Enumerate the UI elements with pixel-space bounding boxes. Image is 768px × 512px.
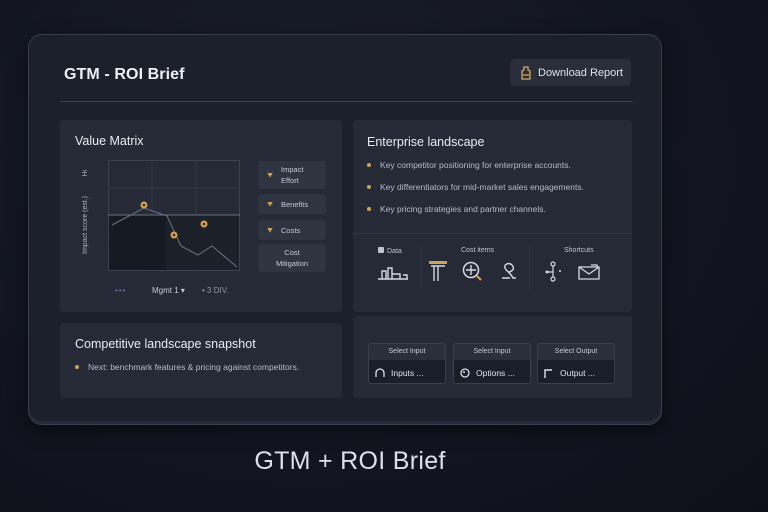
legend-impact-effort[interactable]: Impact Effort (258, 161, 326, 189)
select-input-dropdown[interactable]: Select Input Inputs ... (368, 343, 446, 384)
corner-icon (544, 368, 552, 378)
y-axis-top-label: Hi (82, 170, 89, 177)
tools-divider (353, 233, 632, 234)
legend-costs[interactable]: Costs (258, 220, 326, 240)
download-report-label: Download Report (538, 66, 623, 79)
dropdown-header: Select Input (369, 344, 445, 360)
column-icon[interactable] (428, 260, 448, 282)
snapshot-title: Competitive landscape snapshot (75, 337, 256, 351)
snapshot-bullet: Next: benchmark features & pricing again… (75, 362, 299, 372)
share-icon[interactable] (543, 260, 565, 282)
chevron-down-icon (267, 201, 273, 207)
chevron-down-icon (267, 227, 273, 233)
download-icon (521, 65, 531, 80)
snapshot-panel: Competitive landscape snapshot Next: ben… (60, 323, 342, 398)
headset-icon (375, 367, 385, 377)
landscape-panel: Enterprise landscape Key competitor posi… (353, 120, 632, 312)
select-output-dropdown[interactable]: Select Output Output ... (537, 343, 615, 384)
legend-cost-mitigation[interactable]: Cost Mitigation (258, 244, 326, 272)
value-matrix-chart (108, 160, 240, 271)
selectors-panel: Select Input Inputs ... Select Input Opt… (353, 316, 632, 398)
report-window: GTM - ROI Brief Download Report Value Ma… (28, 34, 662, 425)
tool-group-cost-items: Cost items (461, 247, 495, 254)
chart-icon[interactable] (377, 263, 409, 281)
circle-icon (460, 367, 470, 378)
landscape-title: Enterprise landscape (367, 135, 485, 149)
landscape-bullet: Key differentiators for mid-market sales… (367, 182, 584, 192)
caption: GTM + ROI Brief (254, 447, 446, 475)
download-report-button[interactable]: Download Report (510, 59, 631, 86)
y-axis-label: Impact score (est.) (82, 196, 89, 254)
tool-group-shortcuts: Shortcuts (564, 247, 594, 254)
select-options-dropdown[interactable]: Select Input Options ... (453, 343, 531, 384)
chart-footer-dots: ••• (115, 286, 127, 295)
landscape-bullet: Key pricing strategies and partner chann… (367, 204, 546, 214)
group-selector[interactable]: Mgmt 1 ▾ (152, 286, 185, 295)
value-matrix-title: Value Matrix (75, 134, 144, 148)
value-matrix-panel: Value Matrix Hi Impact score (est.) Impa… (60, 120, 342, 312)
legend-benefits[interactable]: Benefits (258, 194, 326, 214)
landscape-bullet: Key competitor positioning for enterpris… (367, 160, 571, 170)
zoom-in-icon[interactable] (462, 261, 484, 283)
tool-group-data: Data (378, 247, 402, 255)
page-title: GTM - ROI Brief (64, 66, 185, 83)
dropdown-header: Select Input (454, 344, 530, 360)
mail-icon[interactable] (578, 264, 600, 280)
chevron-down-icon (267, 172, 273, 178)
search-icon[interactable] (498, 262, 520, 280)
header-divider (60, 101, 633, 102)
dropdown-header: Select Output (538, 344, 614, 360)
division-count: • 3 DIV. (202, 286, 229, 295)
